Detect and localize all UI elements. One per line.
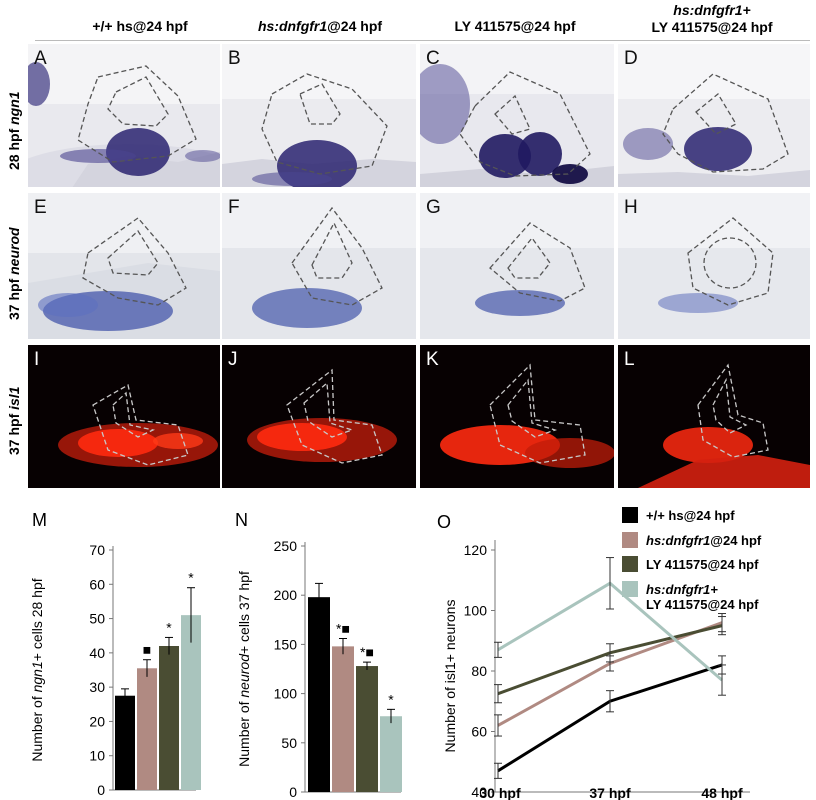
micrograph-panel-e: E	[28, 193, 220, 339]
y-tick-label: 80	[471, 663, 487, 679]
y-tick-label: 0	[97, 782, 105, 798]
legend-label: hs:dnfgfr1+	[646, 582, 718, 597]
micrograph-panel-b: B	[222, 44, 416, 187]
chart-o-isl1-line: O 40 60 80 100 120 30 hpf 37 hpf 48 hpf Number of…	[437, 507, 762, 800]
column-header-4: hs:dnfgfr1+ LY 411575@24 hpf	[651, 2, 773, 35]
legend-swatch	[622, 556, 638, 572]
micrograph-panel-l: L	[618, 345, 810, 488]
legend-swatch	[622, 532, 638, 548]
panel-letter-c: C	[426, 48, 440, 69]
micrograph-panel-c: C	[420, 44, 614, 187]
row-label-isl1: 37 hpf isl1	[6, 386, 22, 455]
micrograph-panel-f: F	[222, 193, 416, 339]
panel-letter-i: I	[34, 349, 40, 370]
bar	[332, 646, 354, 792]
chart-m-ngn1-bar: M 0 10 20 30 40 50 60 70 Number of ngn1+ cells 28…	[29, 510, 201, 798]
column-header-3: LY 411575@24 hpf	[454, 18, 576, 34]
y-tick-label: 0	[289, 784, 297, 800]
y-tick-label: 70	[89, 542, 105, 558]
legend-label: LY 411575@24 hpf	[646, 557, 759, 572]
bar	[308, 597, 330, 792]
panel-letter-a: A	[34, 48, 47, 69]
bar	[181, 615, 201, 790]
y-tick-label: 100	[274, 686, 298, 702]
column-header-2: hs:dnfgfr1@24 hpf	[257, 18, 383, 34]
y-tick-label: 40	[89, 645, 105, 661]
bar	[356, 666, 378, 792]
significance-mark: *	[166, 619, 172, 635]
panel-letter-n: N	[235, 510, 248, 530]
micrograph-panel-j: J	[222, 345, 416, 488]
panel-letter-e: E	[34, 197, 47, 218]
header-divider	[35, 40, 810, 41]
legend-swatch	[622, 581, 638, 597]
micrograph-panel-g: G	[420, 193, 614, 339]
legend-swatch	[622, 507, 638, 523]
y-tick-label: 40	[471, 784, 487, 800]
panel-letter-d: D	[624, 48, 638, 69]
bar	[159, 646, 179, 790]
micrograph-panel-a: A	[28, 44, 220, 187]
x-tick-label: 30 hpf	[479, 785, 521, 800]
y-tick-label: 10	[89, 748, 105, 764]
micrograph-panel-d: D	[618, 44, 810, 187]
y-tick-label: 20	[89, 713, 105, 729]
panel-letter-j: J	[228, 349, 238, 370]
panel-letter-o: O	[437, 512, 451, 532]
panel-letter-h: H	[624, 197, 638, 218]
y-tick-label: 250	[274, 538, 298, 554]
panel-letter-f: F	[228, 197, 240, 218]
y-axis-label: Number of ngn1+ cells 28 hpf	[29, 578, 45, 761]
y-axis-label: Number of neurod+ cells 37 hpf	[236, 571, 252, 767]
y-tick-label: 30	[89, 679, 105, 695]
bar	[115, 695, 135, 790]
x-tick-label: 48 hpf	[701, 785, 743, 800]
y-tick-label: 60	[471, 724, 487, 740]
row-label-neurod: 37 hpf neurod	[6, 227, 22, 320]
y-axis-label: Number of isl1+ neurons	[442, 600, 458, 753]
y-tick-label: 150	[274, 636, 298, 652]
row-label-ngn1: 28 hpf ngn1	[6, 91, 22, 170]
legend-label: +/+ hs@24 hpf	[646, 508, 735, 523]
y-tick-label: 50	[89, 611, 105, 627]
legend-label: hs:dnfgfr1@24 hpf	[646, 533, 762, 548]
y-tick-label: 200	[274, 587, 298, 603]
column-header-1: +/+ hs@24 hpf	[92, 18, 188, 34]
panel-letter-m: M	[32, 510, 47, 530]
panel-letter-l: L	[624, 349, 635, 370]
significance-mark: *	[388, 691, 394, 707]
panel-letter-b: B	[228, 48, 241, 69]
significance-mark: *	[188, 570, 194, 586]
significance-mark: ■	[143, 642, 151, 658]
micrograph-panel-k: K	[420, 345, 614, 488]
y-tick-label: 120	[464, 542, 488, 558]
micrograph-panel-h: H	[618, 193, 810, 339]
significance-mark: *■	[360, 644, 374, 660]
legend-label: LY 411575@24 hpf	[646, 597, 759, 612]
bar	[137, 668, 157, 790]
bar	[380, 716, 402, 792]
micrograph-panel-i: I	[28, 345, 220, 488]
panel-letter-g: G	[426, 197, 441, 218]
x-tick-label: 37 hpf	[589, 785, 631, 800]
y-tick-label: 60	[89, 576, 105, 592]
chart-n-neurod-bar: N 0 50 100 150 200 250 Number of neurod+ cells …	[235, 510, 402, 800]
significance-mark: *■	[336, 620, 350, 636]
y-tick-label: 50	[281, 735, 297, 751]
y-tick-label: 100	[464, 603, 488, 619]
panel-letter-k: K	[426, 349, 439, 370]
